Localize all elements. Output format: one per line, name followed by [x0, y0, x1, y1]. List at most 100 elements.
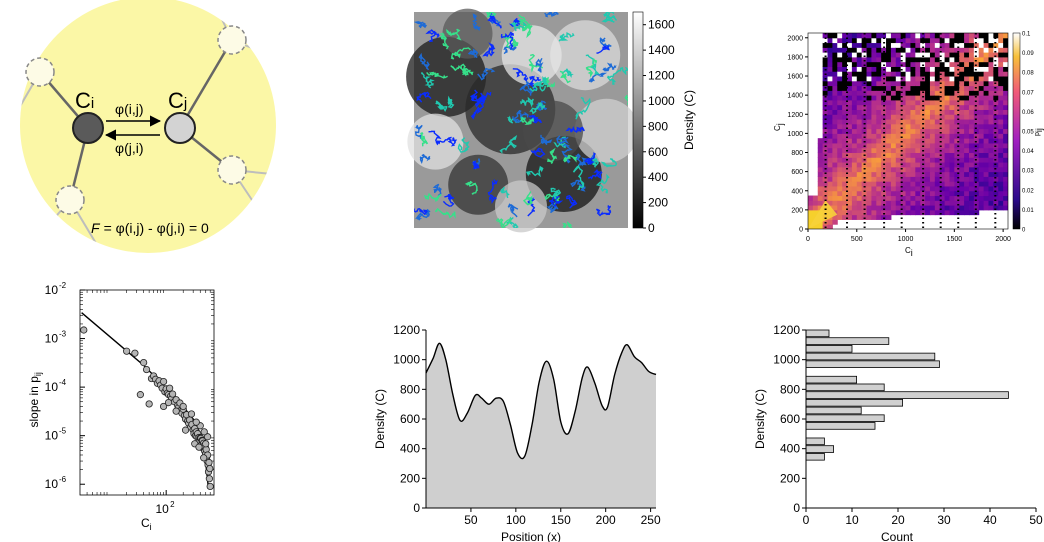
heatmap-cell [993, 195, 999, 201]
heatmap-cell [851, 76, 858, 82]
heatmap-cell [915, 142, 921, 149]
heatmap-cell [847, 85, 853, 91]
heatmap-cell [939, 85, 946, 91]
heatmap-cell [847, 90, 853, 96]
heatmap-cell [837, 128, 843, 134]
heatmap-cell [964, 76, 970, 82]
heatmap-cell [925, 85, 931, 91]
heatmap-cell [886, 76, 892, 82]
heatmap-cell [842, 99, 848, 106]
heatmap-cell [959, 37, 965, 44]
heatmap-cell [920, 190, 926, 197]
heatmap-cell [861, 138, 868, 144]
x-tick-label: 10 [845, 513, 859, 527]
heatmap-cell [959, 66, 965, 72]
heatmap-cell [905, 114, 911, 120]
colorbar-label: Density (C) [682, 90, 696, 150]
heatmap-cell [895, 71, 902, 77]
heatmap-cell [881, 33, 887, 39]
heatmap-cell [983, 66, 989, 72]
heatmap-cell [954, 37, 960, 44]
y-tick-label: 800 [400, 382, 420, 396]
trajectory-path [566, 194, 578, 209]
heatmap-cell [842, 195, 848, 201]
heatmap-cell [920, 99, 926, 106]
heatmap-cell [954, 162, 960, 168]
heatmap-cell [866, 205, 872, 211]
heatmap-cell [968, 162, 975, 168]
heatmap-cell [832, 123, 838, 130]
x-axis-label: Ci [141, 516, 152, 532]
heatmap-cell [847, 138, 853, 144]
heatmap-cell [900, 195, 907, 201]
heatmap-cell [978, 205, 985, 211]
heatmap-cell [812, 205, 819, 211]
heatmap-cell [944, 90, 950, 96]
heatmap-cell [920, 104, 926, 110]
heatmap-cell [847, 76, 853, 82]
heatmap-cell [881, 176, 887, 182]
heatmap-cell [949, 71, 955, 77]
heatmap-cell [910, 128, 916, 134]
heatmap-cell [900, 181, 907, 187]
heatmap-cell [900, 71, 907, 77]
heatmap-cell [910, 109, 916, 115]
heatmap-cell [934, 76, 941, 82]
trajectory-path [499, 134, 518, 154]
heatmap-cell [1003, 104, 1008, 110]
heatmap-cell [837, 52, 843, 58]
heatmap-cell [886, 214, 892, 220]
data-point [192, 418, 200, 426]
heatmap-cell [827, 56, 833, 63]
density-line [425, 342, 657, 460]
heatmap-cell [1003, 190, 1008, 197]
heatmap-cell [1003, 61, 1008, 67]
heatmap-cell [964, 66, 970, 72]
heatmap-cell [832, 190, 838, 197]
trajectory-path [445, 28, 462, 41]
heatmap-cell [886, 157, 892, 163]
heatmap-cell [944, 119, 950, 125]
y-tick-label: 0 [413, 501, 420, 515]
heatmap-cell [988, 119, 994, 125]
x-tick-label: 20 [891, 513, 905, 527]
heatmap-cell [925, 205, 931, 211]
heatmap-cell [905, 185, 911, 192]
heatmap-cell [900, 114, 907, 120]
heatmap-cell [925, 133, 931, 139]
heatmap-cell [993, 190, 999, 197]
heatmap-cell [1003, 171, 1008, 177]
heatmap-cell [1003, 56, 1008, 63]
heatmap-cell [949, 200, 955, 206]
heatmap-cell [964, 185, 970, 192]
heatmap-cell [988, 61, 994, 67]
data-point [200, 454, 208, 462]
heatmap-cell [929, 209, 936, 216]
heatmap-cell [827, 166, 833, 173]
heatmap-cell [871, 52, 877, 58]
heatmap-cell [1003, 157, 1008, 163]
heatmap-cell [983, 157, 989, 163]
heatmap-cell [954, 52, 960, 58]
heatmap-cell [925, 166, 931, 173]
heatmap-cell [973, 123, 980, 130]
heatmap-cell [890, 119, 897, 125]
heatmap-cell [871, 209, 877, 216]
histogram-bar [805, 445, 835, 453]
heatmap-cell [876, 47, 882, 53]
heatmap-cell [929, 114, 936, 120]
heatmap-cell [832, 42, 838, 48]
trajectory-path [432, 183, 442, 197]
plot-frame [79, 289, 215, 496]
heatmap-cell [920, 56, 926, 63]
heatmap-cell [842, 33, 848, 39]
heatmap-cell [895, 195, 902, 201]
heatmap-cell [978, 152, 985, 158]
heatmap-cell [837, 171, 843, 177]
trajectory-path [512, 68, 529, 82]
heatmap-cell [842, 56, 848, 63]
heatmap-cell [978, 56, 985, 63]
trajectory-path [575, 97, 591, 120]
heatmap-cell [851, 157, 858, 163]
heatmap-cell [993, 47, 999, 53]
